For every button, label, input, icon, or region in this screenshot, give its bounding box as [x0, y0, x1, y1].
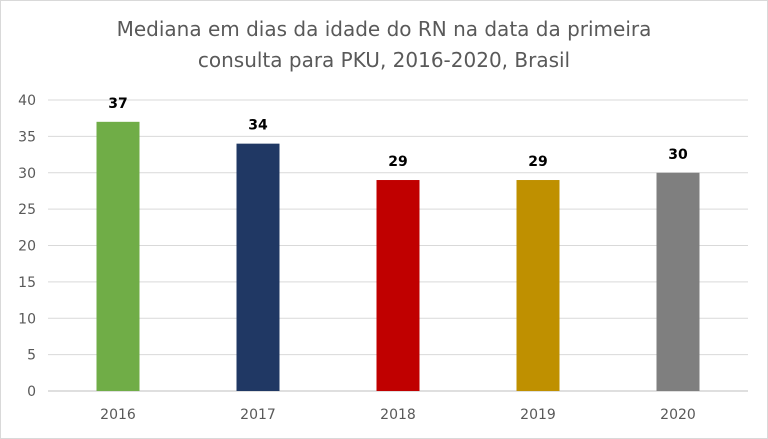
- y-tick-label: 40: [18, 93, 36, 109]
- bar-2016: [96, 121, 140, 391]
- chart-title-line-1: Mediana em dias da idade do RN na data d…: [116, 17, 652, 41]
- x-tick-label-2019: 2019: [520, 407, 556, 423]
- x-tick-label-2017: 2017: [240, 407, 276, 423]
- bar-2017: [236, 143, 280, 391]
- x-tick-label-2020: 2020: [660, 407, 696, 423]
- y-axis-tick-labels: 0 5 10 15 20 25 30 35 40: [18, 93, 36, 400]
- chart-title: Mediana em dias da idade do RN na data d…: [0, 14, 768, 76]
- data-label-2018: 29: [388, 154, 407, 170]
- y-tick-label: 20: [18, 239, 36, 255]
- bar-2018: [376, 180, 420, 391]
- x-tick-label-2016: 2016: [100, 407, 136, 423]
- data-label-2016: 37: [108, 96, 127, 112]
- chart-title-line-2: consulta para PKU, 2016-2020, Brasil: [197, 48, 571, 72]
- y-tick-label: 10: [18, 311, 36, 327]
- bar-2019: [516, 180, 560, 391]
- y-tick-label: 5: [27, 348, 36, 364]
- data-label-2020: 30: [668, 147, 688, 163]
- y-tick-label: 35: [18, 129, 36, 145]
- y-tick-label: 15: [18, 275, 36, 291]
- x-axis-tick-labels: 2016 2017 2018 2019 2020: [100, 407, 696, 423]
- bars: [96, 121, 700, 391]
- bar-2020: [656, 172, 700, 391]
- data-label-2017: 34: [248, 118, 268, 134]
- x-tick-label-2018: 2018: [380, 407, 416, 423]
- data-label-2019: 29: [528, 154, 547, 170]
- data-labels: 37 34 29 29 30: [108, 96, 688, 170]
- y-tick-label: 0: [27, 384, 36, 400]
- y-tick-label: 25: [18, 202, 36, 218]
- y-tick-label: 30: [18, 166, 36, 182]
